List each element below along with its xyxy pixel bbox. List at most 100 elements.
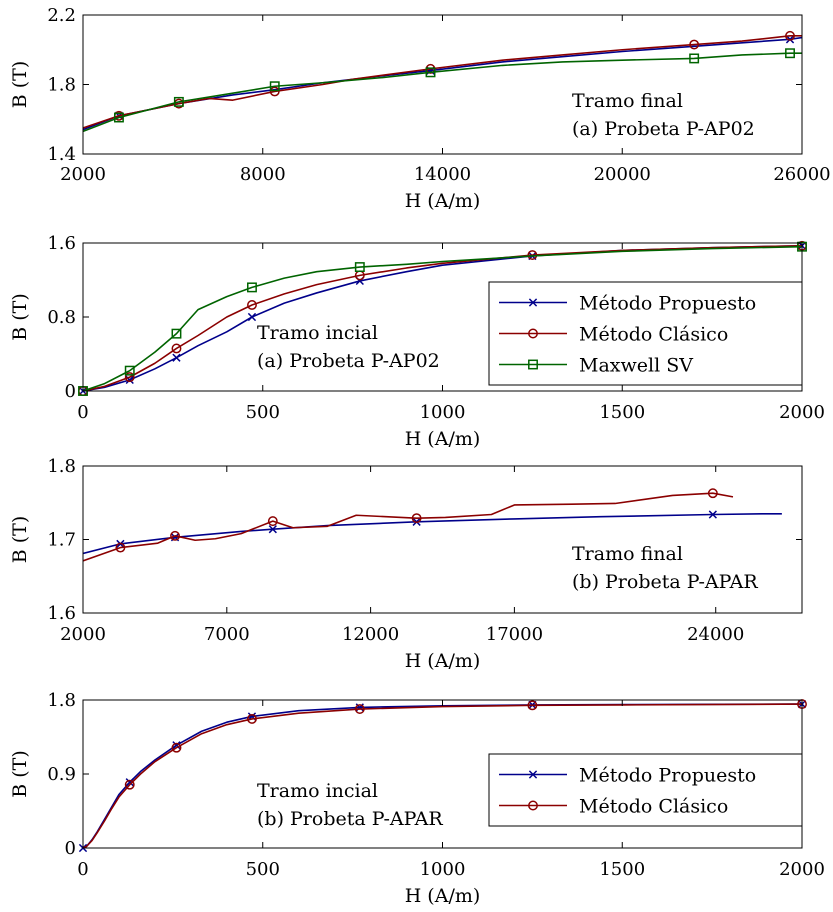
legend-marker-propuesto xyxy=(528,298,538,307)
series-line-clasico xyxy=(83,492,734,562)
y-tick-label: 0.9 xyxy=(47,764,76,785)
data-point-clasico xyxy=(785,30,795,41)
y-tick-label: 1.4 xyxy=(47,144,76,165)
data-point-maxwell xyxy=(247,282,257,293)
legend-label-propuesto: Método Propuesto xyxy=(579,293,756,315)
data-point-clasico xyxy=(115,542,126,553)
y-tick-label: 0.8 xyxy=(47,307,76,328)
annotation-text: Tramo final xyxy=(572,90,683,112)
data-point-clasico xyxy=(411,513,422,524)
data-point-maxwell xyxy=(689,53,700,64)
y-axis-label: B (T) xyxy=(9,61,31,109)
data-point-clasico xyxy=(527,700,538,711)
annotation-text: (a) Probeta P-AP02 xyxy=(572,118,755,140)
data-point-maxwell xyxy=(171,328,182,339)
annotation-text: (b) Probeta P-APAR xyxy=(572,571,758,593)
annotation-text: Tramo final xyxy=(572,543,683,565)
data-point-propuesto xyxy=(247,312,257,322)
legend-label-clasico: Método Clásico xyxy=(579,324,728,346)
x-tick-label: 26000 xyxy=(773,164,830,185)
y-tick-label: 1.8 xyxy=(47,75,76,96)
series-line-clasico xyxy=(83,703,802,848)
data-point-propuesto xyxy=(125,778,134,787)
series-maxwell xyxy=(83,52,802,133)
legend-marker-propuesto xyxy=(528,770,538,779)
series-line-clasico xyxy=(83,35,802,129)
chart-panel-2: 0 500 1000 1500 2000 0 0.8 1.6 H (A/m) B (T) Tramo… xyxy=(9,233,825,450)
series-line-clasico xyxy=(83,244,802,391)
data-point-clasico xyxy=(269,86,280,97)
x-tick-label: 24000 xyxy=(687,624,744,645)
legend-marker-clasico xyxy=(528,328,538,339)
data-point-clasico xyxy=(124,372,135,383)
x-tick-label: 0 xyxy=(77,859,88,880)
y-tick-label: 1.8 xyxy=(47,690,76,711)
series-clasico xyxy=(83,244,802,391)
x-tick-label: 7000 xyxy=(204,624,250,645)
y-tick-label: 0 xyxy=(65,381,76,402)
x-tick-label: 14000 xyxy=(414,164,471,185)
data-point-clasico xyxy=(354,704,365,714)
series-clasico xyxy=(83,35,802,129)
legend-label-maxwell: Maxwell SV xyxy=(579,355,693,377)
y-tick-label: 0 xyxy=(65,838,76,859)
x-tick-label: 2000 xyxy=(60,624,106,645)
data-point-maxwell xyxy=(124,365,135,376)
annotation-text: Tramo incial xyxy=(257,780,378,802)
x-tick-label: 1500 xyxy=(599,402,645,423)
x-tick-label: 8000 xyxy=(240,164,286,185)
series-maxwell xyxy=(83,245,802,391)
data-point-clasico xyxy=(124,779,135,790)
legend-label-clasico: Método Clásico xyxy=(579,796,728,818)
x-tick-label: 1500 xyxy=(599,859,645,880)
data-point-maxwell xyxy=(785,48,795,59)
data-point-clasico xyxy=(689,39,700,50)
y-tick-label: 1.8 xyxy=(47,456,76,477)
y-tick-label: 1.6 xyxy=(47,233,76,254)
series-line-maxwell xyxy=(83,245,802,391)
data-point-propuesto xyxy=(172,353,181,362)
series-clasico xyxy=(83,703,802,848)
series-clasico xyxy=(83,492,734,562)
series-line-propuesto xyxy=(83,36,802,131)
data-point-clasico xyxy=(171,343,182,354)
x-tick-label: 0 xyxy=(77,402,88,423)
data-point-maxwell xyxy=(269,81,280,92)
data-point-maxwell xyxy=(425,67,436,78)
x-tick-label: 2000 xyxy=(779,859,825,880)
legend-marker-maxwell xyxy=(528,359,538,370)
data-point-propuesto xyxy=(172,741,181,750)
y-axis-label: B (T) xyxy=(9,750,31,798)
series-line-propuesto xyxy=(83,512,782,555)
x-axis-label: H (A/m) xyxy=(405,650,481,672)
data-point-propuesto xyxy=(268,525,277,534)
data-point-clasico xyxy=(247,300,257,310)
x-tick-label: 17000 xyxy=(486,624,543,645)
legend: Método Propuesto Método Clásico Maxwell SV xyxy=(488,281,803,386)
x-tick-label: 20000 xyxy=(594,164,651,185)
series-line-maxwell xyxy=(83,52,802,133)
annotation-text: Tramo incial xyxy=(257,322,378,344)
y-tick-label: 1.7 xyxy=(47,530,76,551)
data-point-clasico xyxy=(707,488,718,499)
y-axis-label: B (T) xyxy=(9,516,31,564)
legend-label-propuesto: Método Propuesto xyxy=(579,765,756,787)
y-tick-label: 2.2 xyxy=(47,5,76,26)
data-point-maxwell xyxy=(114,112,124,123)
data-point-propuesto xyxy=(708,510,717,519)
x-tick-label: 12000 xyxy=(342,624,399,645)
chart-panel-1: 2000 8000 14000 20000 26000 1.4 1.8 2.2 H (A/m) B… xyxy=(9,5,831,212)
data-point-maxwell xyxy=(354,262,365,273)
x-tick-label: 2000 xyxy=(779,402,825,423)
x-tick-label: 500 xyxy=(246,402,280,423)
chart-panel-4: 0 500 1000 1500 2000 0 0.9 1.8 H (A/m) B (T) Tramo… xyxy=(9,690,825,907)
data-point-clasico xyxy=(247,713,257,724)
x-axis-label: H (A/m) xyxy=(405,428,481,450)
y-tick-label: 1.6 xyxy=(47,603,76,624)
x-tick-label: 1000 xyxy=(420,859,466,880)
data-point-maxwell xyxy=(173,96,184,107)
series-propuesto xyxy=(83,512,782,555)
x-tick-label: 2000 xyxy=(60,164,106,185)
legend: Método Propuesto Método Clásico xyxy=(488,753,803,827)
